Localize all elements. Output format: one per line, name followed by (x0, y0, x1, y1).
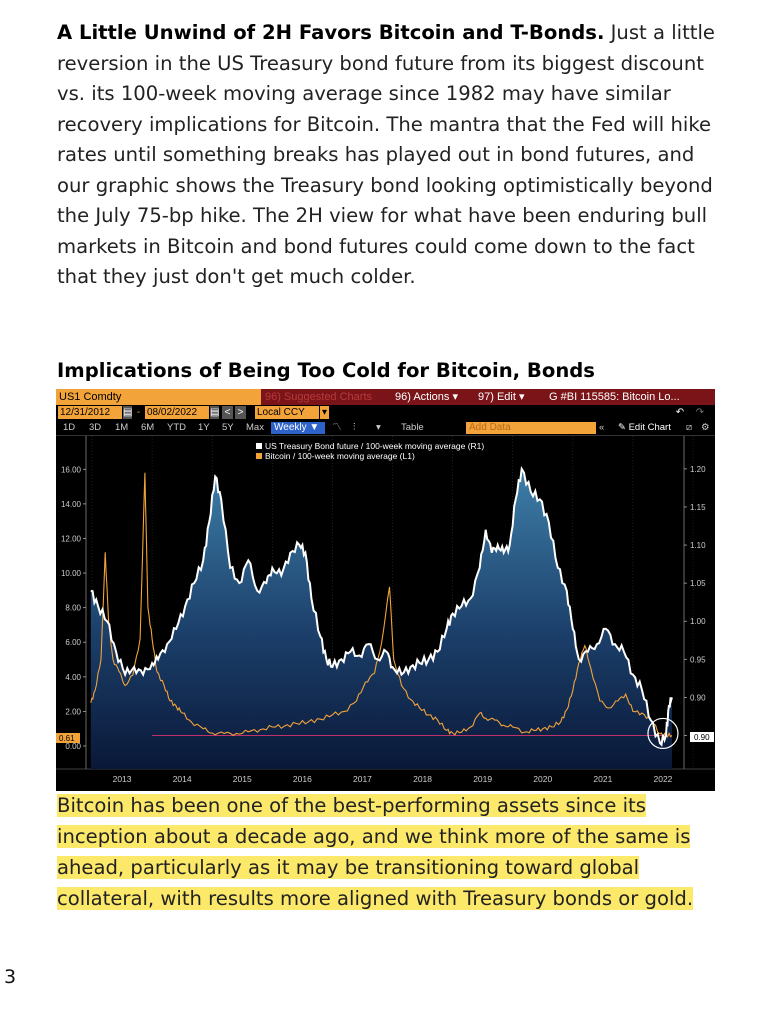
end-calendar-icon[interactable]: ▤ (210, 406, 220, 419)
table-button[interactable]: Table (401, 422, 424, 433)
start-date-field[interactable]: 12/31/2012 (58, 406, 122, 419)
collapse-icon[interactable]: « (599, 422, 605, 433)
redo-icon[interactable]: ↷ (693, 406, 707, 419)
caption-paragraph: Bitcoin has been one of the best-perform… (57, 790, 707, 914)
left-tick-label: 4.00 (65, 673, 81, 682)
actions-menu[interactable]: 96) Actions ▾ (395, 391, 458, 403)
left-tick-label: 14.00 (61, 500, 82, 509)
intro-lead: A Little Unwind of 2H Favors Bitcoin and… (57, 21, 605, 44)
period-1y[interactable]: 1Y (198, 422, 210, 433)
left-current-value: 0.61 (59, 734, 75, 743)
right-tick-label: 1.10 (690, 541, 706, 550)
intro-paragraph: A Little Unwind of 2H Favors Bitcoin and… (57, 18, 717, 293)
chart-title: Implications of Being Too Cold for Bitco… (57, 359, 595, 382)
range-dash: - (134, 406, 143, 419)
period-toolbar: 1D 3D 1M 6M YTD 1Y 5Y Max Weekly ▼ 〽 ⫶ ▾… (56, 420, 715, 436)
right-current-value: 0.90 (694, 733, 710, 742)
period-5y[interactable]: 5Y (222, 422, 234, 433)
legend-swatch-bitcoin (256, 453, 262, 459)
right-current-marker: 0.90 (690, 732, 714, 742)
legend-swatch-bond (256, 443, 262, 449)
settings-gear-icon[interactable]: ⚙ (701, 422, 710, 433)
right-tick-label: 0.90 (690, 693, 706, 702)
right-tick-label: 1.00 (690, 617, 706, 626)
graph-id-label: G #BI 115585: Bitcoin Lo... (549, 391, 680, 403)
right-tick-label: 1.15 (690, 503, 706, 512)
left-tick-label: 12.00 (61, 534, 82, 543)
left-tick-label: 0.00 (65, 742, 81, 751)
prev-arrow-icon[interactable]: < (222, 406, 233, 419)
left-tick-label: 16.00 (61, 465, 82, 474)
date-range-bar: 12/31/2012 ▤ - 08/02/2022 ▤ < > Local CC… (56, 405, 715, 420)
right-tick-label: 0.95 (690, 655, 706, 664)
left-current-marker: 0.61 (56, 733, 80, 743)
highlight-circle (647, 717, 679, 750)
start-calendar-icon[interactable]: ▤ (123, 406, 133, 419)
period-max[interactable]: Max (246, 422, 264, 433)
terminal-title-bar: US1 Comdty 96) Suggested Charts 96) Acti… (56, 389, 715, 405)
next-arrow-icon[interactable]: > (235, 406, 246, 419)
left-tick-label: 8.00 (65, 604, 81, 613)
edit-chart-button[interactable]: ✎ Edit Chart (618, 422, 671, 433)
caption-text: Bitcoin has been one of the best-perform… (57, 794, 694, 910)
period-ytd[interactable]: YTD (167, 422, 186, 433)
x-tick-label: 2017 (353, 774, 372, 784)
x-tick-label: 2020 (533, 774, 552, 784)
period-1m[interactable]: 1M (115, 422, 129, 433)
x-tick-label: 2015 (233, 774, 252, 784)
x-tick-label: 2022 (654, 774, 673, 784)
period-1d[interactable]: 1D (63, 422, 76, 433)
frequency-select[interactable]: Weekly ▼ (271, 422, 325, 434)
more-dropdown-icon[interactable]: ▾ (376, 422, 381, 433)
currency-select[interactable]: Local CCY (255, 406, 319, 419)
left-axis: 16.00 14.00 12.00 10.00 8.00 6.00 4.00 2.00 0.00 (61, 465, 86, 751)
add-data-input[interactable]: Add Data (466, 422, 596, 434)
bloomberg-chart-panel: US1 Comdty 96) Suggested Charts 96) Acti… (56, 389, 715, 791)
line-style-icon[interactable]: 〽 (332, 422, 342, 433)
annotate-icon[interactable]: ⧄ (686, 422, 693, 433)
undo-icon[interactable]: ↶ (673, 406, 687, 419)
left-tick-label: 2.00 (65, 707, 81, 716)
right-tick-label: 1.05 (690, 579, 706, 588)
legend-bitcoin: Bitcoin / 100-week moving average (L1) (265, 451, 415, 461)
intro-body: Just a little reversion in the US Treasu… (57, 21, 715, 288)
x-axis: 2013 2014 2015 2016 2017 2018 2019 2020 2021 2022 (113, 774, 673, 784)
x-tick-label: 2016 (293, 774, 312, 784)
end-date-field[interactable]: 08/02/2022 (145, 406, 209, 419)
left-tick-label: 10.00 (61, 569, 82, 578)
x-tick-label: 2021 (593, 774, 612, 784)
chart-plot: 16.00 14.00 12.00 10.00 8.00 6.00 4.00 2.00 0.00… (56, 436, 715, 784)
right-axis: 1.201.151.101.051.000.950.900.85 (684, 465, 706, 741)
x-tick-label: 2014 (173, 774, 192, 784)
right-tick-label: 1.20 (690, 465, 706, 474)
suggested-charts-button[interactable]: 96) Suggested Charts (265, 391, 373, 403)
x-tick-label: 2013 (113, 774, 132, 784)
page-number: 3 (4, 966, 17, 988)
x-tick-label: 2019 (473, 774, 492, 784)
bar-style-icon[interactable]: ⫶ (353, 422, 356, 433)
legend-bond: US Treasury Bond future / 100-week movin… (265, 441, 484, 451)
left-tick-label: 6.00 (65, 638, 81, 647)
edit-menu[interactable]: 97) Edit ▾ (478, 391, 525, 403)
x-tick-label: 2018 (413, 774, 432, 784)
period-6m[interactable]: 6M (141, 422, 155, 433)
chart-legend: US Treasury Bond future / 100-week movin… (256, 441, 484, 461)
period-3d[interactable]: 3D (89, 422, 102, 433)
currency-dropdown-icon[interactable]: ▾ (320, 406, 329, 419)
ticker-field[interactable]: US1 Comdty (56, 389, 261, 405)
bond-series-line (90, 465, 673, 747)
bond-series-area (90, 468, 673, 769)
